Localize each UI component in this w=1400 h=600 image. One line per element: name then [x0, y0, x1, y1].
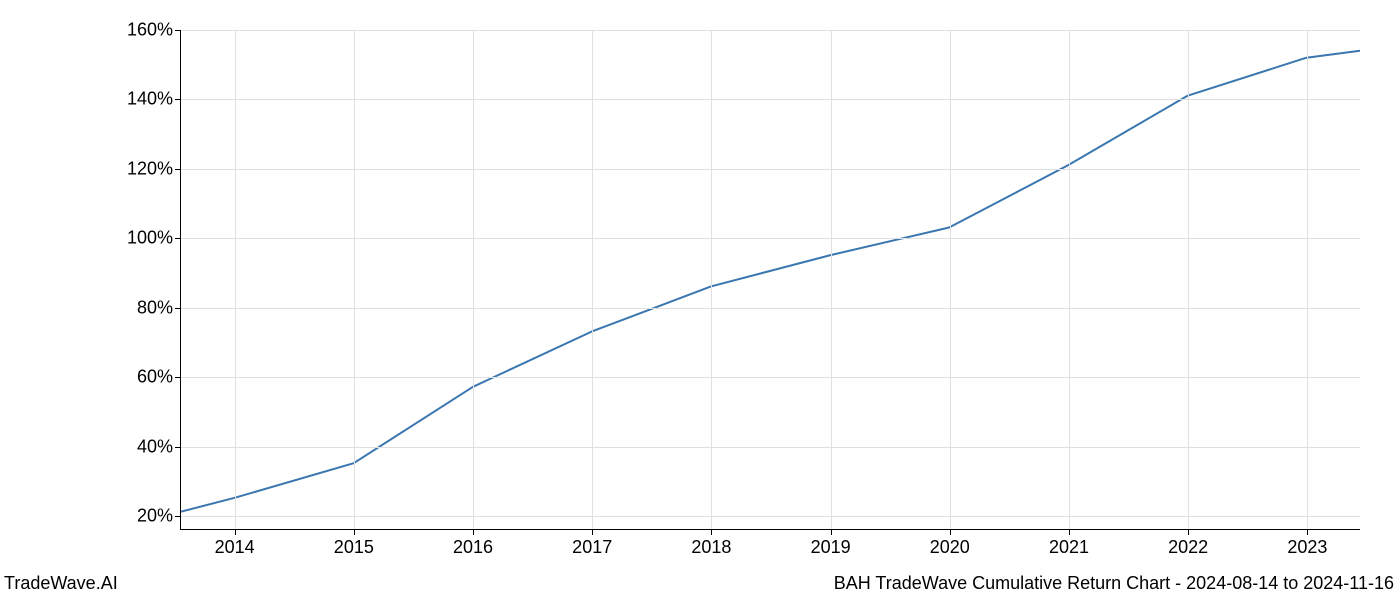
x-tick-label: 2019 — [811, 529, 851, 558]
x-tick-label: 2017 — [572, 529, 612, 558]
x-tick-label: 2022 — [1168, 529, 1208, 558]
y-tick-label: 160% — [127, 20, 181, 41]
x-tick-label: 2018 — [691, 529, 731, 558]
x-tick-label: 2014 — [215, 529, 255, 558]
grid-line-vertical — [950, 30, 951, 529]
grid-line-horizontal — [181, 447, 1360, 448]
grid-line-vertical — [1307, 30, 1308, 529]
x-tick-label: 2015 — [334, 529, 374, 558]
footer-left-text: TradeWave.AI — [4, 573, 118, 594]
y-tick-label: 140% — [127, 89, 181, 110]
grid-line-horizontal — [181, 516, 1360, 517]
chart-line-svg — [181, 30, 1360, 529]
x-tick-label: 2016 — [453, 529, 493, 558]
y-tick-label: 20% — [137, 506, 181, 527]
grid-line-horizontal — [181, 377, 1360, 378]
chart-plot-area: 20%40%60%80%100%120%140%160%201420152016… — [180, 30, 1360, 530]
grid-line-vertical — [711, 30, 712, 529]
grid-line-vertical — [354, 30, 355, 529]
y-tick-label: 60% — [137, 367, 181, 388]
footer-right-text: BAH TradeWave Cumulative Return Chart - … — [834, 573, 1394, 594]
grid-line-vertical — [592, 30, 593, 529]
grid-line-horizontal — [181, 308, 1360, 309]
grid-line-vertical — [473, 30, 474, 529]
series-line-cumulative-return — [181, 51, 1360, 512]
grid-line-vertical — [1188, 30, 1189, 529]
y-tick-label: 40% — [137, 436, 181, 457]
grid-line-horizontal — [181, 169, 1360, 170]
grid-line-vertical — [831, 30, 832, 529]
grid-line-horizontal — [181, 30, 1360, 31]
y-tick-label: 100% — [127, 228, 181, 249]
y-tick-label: 80% — [137, 297, 181, 318]
x-tick-label: 2021 — [1049, 529, 1089, 558]
x-tick-label: 2023 — [1287, 529, 1327, 558]
y-tick-label: 120% — [127, 158, 181, 179]
grid-line-vertical — [235, 30, 236, 529]
grid-line-horizontal — [181, 99, 1360, 100]
grid-line-horizontal — [181, 238, 1360, 239]
x-tick-label: 2020 — [930, 529, 970, 558]
grid-line-vertical — [1069, 30, 1070, 529]
